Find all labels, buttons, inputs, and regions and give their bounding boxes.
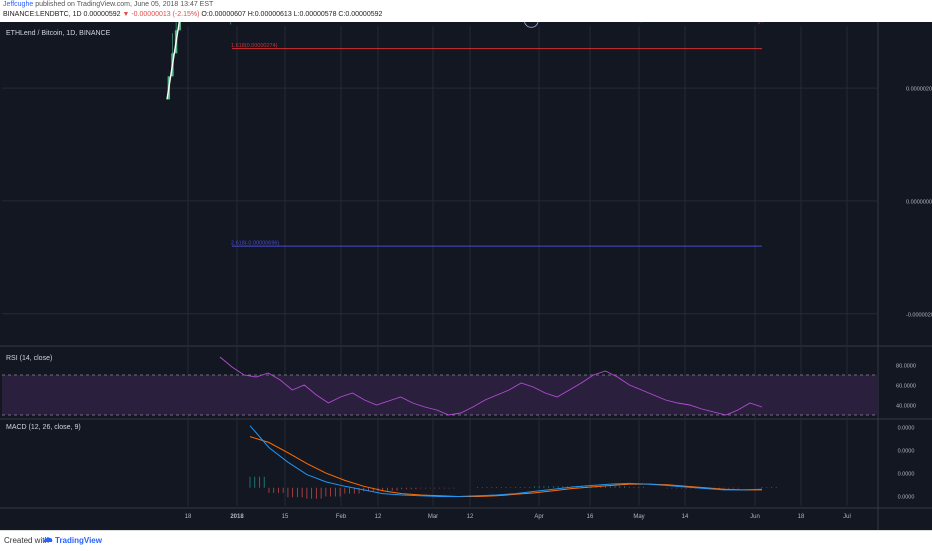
rsi-pane-title: RSI (14, close) (6, 355, 52, 362)
x-tick-label: Jun (750, 514, 760, 520)
ohlc-values: O:0.00000607 H:0.00000613 L:0.00000578 C… (201, 11, 383, 18)
rsi-band-fill (2, 375, 878, 415)
x-tick-label: 12 (467, 514, 474, 520)
created-with-label: Created with (4, 536, 49, 545)
rsi-line (219, 356, 763, 416)
symbol-label: BINANCE:LENDBTC, 1D (3, 11, 82, 18)
x-tick-label: Mar (428, 514, 438, 520)
macd-signal-line (249, 436, 762, 497)
x-tick-label: 2018 (230, 514, 244, 520)
macd-tick-label: 0.0000 (898, 495, 915, 501)
chart-header: Jeffcughe published on TradingView.com, … (0, 0, 932, 22)
footer: Created with TradingView (0, 530, 932, 551)
macd-tick-label: 0.0000 (898, 472, 915, 478)
main-price-pane[interactable]: 0.000030000.000028000.000026000.00002400… (2, 22, 932, 318)
main-pane-title: ETHLend / Bitcoin, 1D, BINANCE (6, 30, 111, 37)
x-tick-label: 16 (587, 514, 594, 520)
x-tick-label: Feb (336, 514, 347, 520)
pivot-circle (524, 22, 539, 28)
x-tick-label: 18 (798, 514, 805, 520)
macd-tick-label: 0.0000 (898, 426, 915, 432)
author-link[interactable]: Jeffcughe (3, 1, 34, 8)
rsi-pane[interactable]: 80.0000 60.0000 40.0000 (2, 356, 916, 416)
rsi-tick-label: 80.0000 (896, 364, 916, 370)
grid (0, 22, 932, 530)
macd-pane-title: MACD (12, 26, close, 9) (6, 424, 81, 431)
x-tick-label: 12 (375, 514, 382, 520)
x-tick-label: 14 (682, 514, 689, 520)
x-tick-label: 15 (282, 514, 289, 520)
publish-line: Jeffcughe published on TradingView.com, … (3, 1, 213, 8)
x-tick-label: 18 (185, 514, 192, 520)
publish-info: published on TradingView.com, June 05, 2… (35, 1, 214, 8)
x-tick-label: Apr (534, 514, 543, 520)
x-axis: 18 2018 15 Feb 12 Mar 12 Apr 16 May 14 Jun 18 Jul (185, 514, 851, 520)
chart-background (0, 22, 932, 530)
x-tick-label: Jul (843, 514, 851, 520)
fib-level-label: 1.618(0.00000274) (231, 43, 278, 49)
tradingview-brand[interactable]: TradingView (55, 536, 102, 545)
macd-line (249, 425, 763, 497)
price-change: ▼ -0.00000013 (-2.15%) (122, 11, 200, 18)
last-price: 0.00000592 (83, 11, 121, 18)
candle-body (178, 22, 181, 31)
macd-pane[interactable]: 0.0000 0.0000 0.0000 0.0000 (249, 425, 915, 501)
rsi-tick-label: 60.0000 (896, 384, 916, 390)
rsi-tick-label: 40.0000 (896, 404, 916, 410)
y-tick-label: 0.00000000 (906, 199, 932, 205)
chart-canvas[interactable]: 0.000030000.000028000.000026000.00002400… (0, 22, 932, 530)
x-tick-label: May (633, 514, 644, 520)
macd-tick-label: 0.0000 (898, 449, 915, 455)
ohlc-line: BINANCE:LENDBTC, 1D 0.00000592 ▼ -0.0000… (3, 11, 382, 18)
tradingview-cloud-icon[interactable] (42, 534, 54, 546)
fib-level-label: 2.618(-0.00000696) (231, 241, 279, 247)
